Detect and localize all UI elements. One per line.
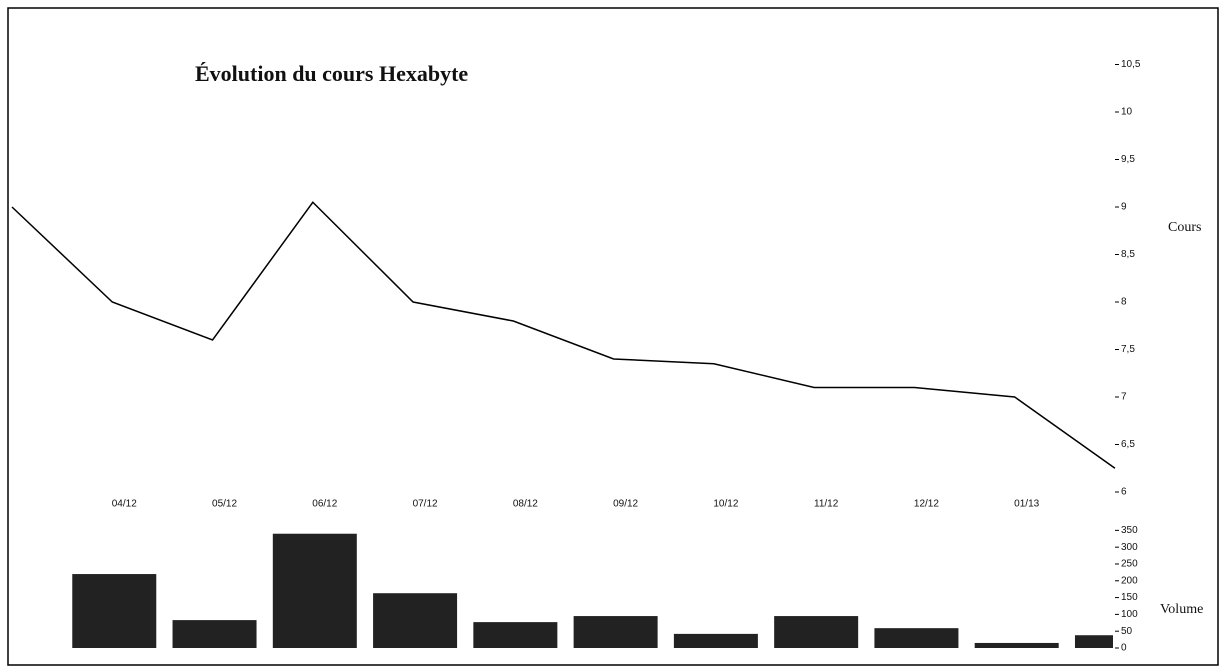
frame	[7, 7, 1219, 666]
y-tick-label: 150	[1121, 592, 1138, 603]
x-tick-label: 07/12	[413, 499, 438, 510]
volume-bar	[473, 622, 558, 648]
y-tick-label: 8	[1121, 297, 1127, 308]
x-tick-label: 10/12	[713, 499, 738, 510]
x-tick-label: 04/12	[112, 499, 137, 510]
x-tick-label: 12/12	[914, 499, 939, 510]
y-tick-label: 9,5	[1121, 154, 1135, 165]
volume-bar	[373, 593, 458, 648]
y-tick-label: 50	[1121, 626, 1133, 637]
y-tick-label: 7,5	[1121, 344, 1135, 355]
y-tick-label: 6	[1121, 487, 1127, 498]
y-tick-label: 10,5	[1121, 59, 1141, 70]
volume-bar	[172, 620, 257, 648]
volume-bar	[874, 628, 959, 648]
y-tick-label: 7	[1121, 392, 1127, 403]
y-tick-label: 350	[1121, 525, 1138, 536]
x-tick-label: 01/13	[1014, 499, 1039, 510]
y-tick-label: 0	[1121, 643, 1127, 654]
volume-bar	[673, 633, 758, 648]
y-tick-label: 10	[1121, 107, 1133, 118]
x-tick-label: 08/12	[513, 499, 538, 510]
volume-bar	[573, 616, 658, 648]
x-tick-label: 11/12	[814, 499, 839, 510]
y-axis-label: Cours	[1168, 220, 1201, 235]
price-line	[11, 201, 1116, 469]
volume-bar	[1074, 635, 1113, 648]
y-tick-label: 100	[1121, 609, 1138, 620]
volume-bar	[272, 533, 357, 648]
volume-bar	[72, 574, 157, 648]
x-tick-label: 05/12	[212, 499, 237, 510]
chart-title: Évolution du cours Hexabyte	[195, 61, 468, 86]
y-tick-label: 8,5	[1121, 249, 1135, 260]
volume-bar	[774, 616, 859, 648]
y-axis-label: Volume	[1160, 602, 1203, 617]
volume-bar	[974, 642, 1059, 648]
y-tick-label: 200	[1121, 575, 1138, 586]
x-tick-label: 06/12	[312, 499, 337, 510]
y-tick-label: 9	[1121, 202, 1127, 213]
y-tick-label: 6,5	[1121, 439, 1135, 450]
y-tick-label: 300	[1121, 542, 1138, 553]
x-tick-label: 09/12	[613, 499, 638, 510]
y-tick-label: 250	[1121, 559, 1138, 570]
